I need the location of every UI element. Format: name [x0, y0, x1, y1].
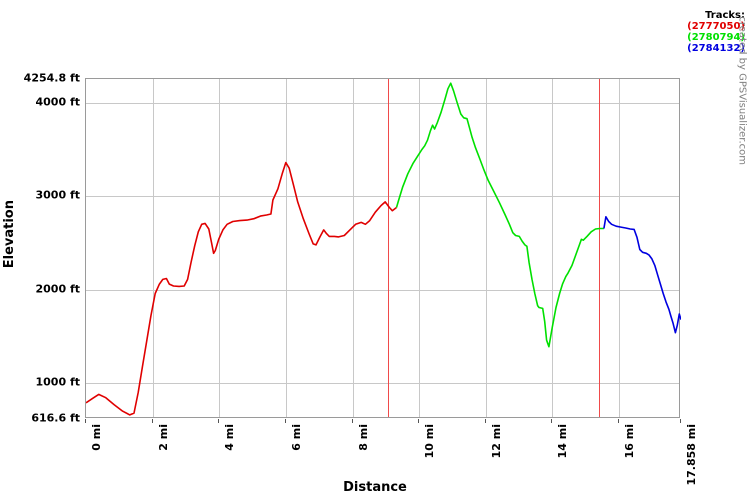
gridline-vertical [353, 79, 354, 417]
track-divider-line [388, 79, 389, 417]
gridline-vertical [219, 79, 220, 417]
y-axis-tick-label: 1000 ft [35, 375, 81, 389]
x-axis-tick-label: 0 mi [90, 424, 103, 451]
x-axis-tick [618, 419, 619, 423]
y-axis-tick-label: 4254.8 ft [23, 71, 80, 85]
x-axis-tick [551, 419, 552, 423]
gridline-vertical [486, 79, 487, 417]
x-axis-tick-label: 8 mi [357, 424, 370, 451]
x-axis-tick-label: 16 mi [623, 424, 636, 459]
gridline-vertical [286, 79, 287, 417]
x-axis-tick-label: 2 mi [157, 424, 170, 451]
series-line [603, 216, 681, 334]
gridline-vertical [153, 79, 154, 417]
x-axis-tick [285, 419, 286, 423]
legend-title: Tracks: [705, 10, 745, 21]
x-axis-tick [152, 419, 153, 423]
credit-text: created by GPSVisualizer.com [737, 16, 748, 165]
gridline-horizontal [86, 196, 679, 197]
gridline-horizontal [86, 383, 679, 384]
legend-entry-red: (2777050) [687, 21, 745, 32]
x-axis-title: Distance [343, 480, 407, 495]
series-line [86, 161, 397, 416]
x-axis-tick-label: 10 mi [423, 424, 436, 459]
legend-entry-blue: (2784132) [687, 43, 745, 54]
elevation-lines [86, 82, 681, 416]
x-axis-tick-label: 17.858 mi [685, 424, 698, 486]
x-axis-tick-label: 6 mi [290, 424, 303, 451]
gridline-vertical [619, 79, 620, 417]
plot-area [85, 78, 681, 418]
x-axis-tick-label: 4 mi [223, 424, 236, 451]
x-axis-labels: 0 mi 2 mi 4 mi 6 mi 8 mi 10 mi 12 mi 14 mi 16 mi… [85, 424, 698, 486]
y-axis-tick-label: 3000 ft [35, 188, 81, 202]
legend-entry-green: (2780794) [687, 32, 745, 43]
y-axis-tick-label: 2000 ft [35, 282, 81, 296]
legend: Tracks: (2777050) (2780794) (2784132) [687, 10, 745, 54]
x-axis-tick-label: 14 mi [556, 424, 569, 459]
x-axis-tick [485, 419, 486, 423]
x-axis-tick-label: 12 mi [490, 424, 503, 459]
y-axis-tick-label: 616.6 ft [31, 411, 80, 425]
x-axis-tick [418, 419, 419, 423]
x-axis-tick [85, 419, 86, 423]
series-line [395, 82, 604, 348]
gridline-horizontal [86, 103, 679, 104]
gridline-vertical [552, 79, 553, 417]
x-axis-tick [352, 419, 353, 423]
x-axis-tick [218, 419, 219, 423]
gridline-vertical [419, 79, 420, 417]
y-axis-labels: 4254.8 ft 4000 ft 3000 ft 2000 ft 1000 ft 616… [0, 72, 81, 425]
y-axis-tick-label: 4000 ft [35, 95, 81, 109]
x-axis-tick [680, 419, 681, 423]
track-divider-line [599, 79, 600, 417]
gridline-horizontal [86, 290, 679, 291]
y-axis-title: Elevation [2, 200, 17, 269]
